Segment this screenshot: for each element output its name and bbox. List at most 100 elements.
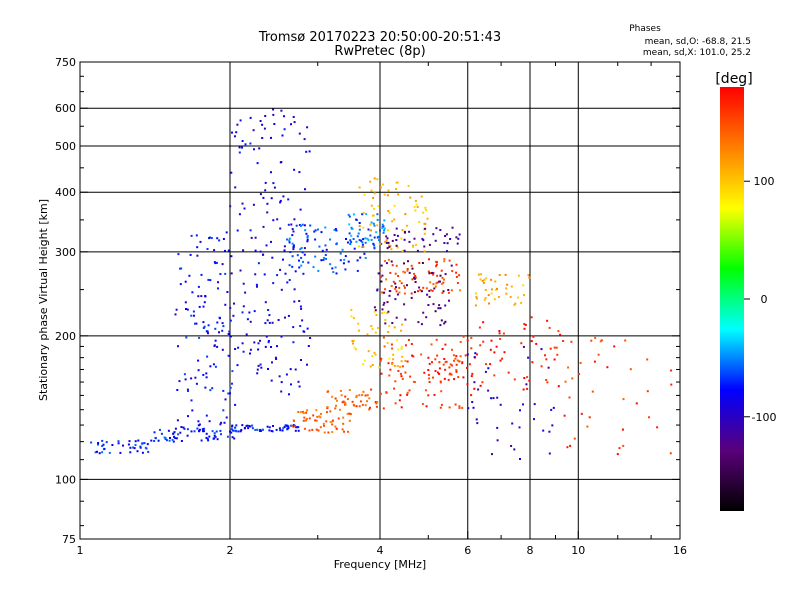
data-point	[237, 430, 240, 433]
data-point	[141, 442, 144, 445]
data-point	[546, 319, 549, 322]
data-point	[403, 284, 406, 287]
data-point	[317, 228, 319, 231]
data-point	[168, 439, 171, 442]
data-point	[323, 424, 325, 427]
data-point	[401, 378, 404, 380]
data-point	[428, 243, 431, 246]
data-point	[487, 294, 490, 297]
data-point	[249, 320, 252, 323]
data-point	[174, 313, 177, 316]
data-point	[331, 423, 334, 426]
data-point	[217, 281, 219, 284]
data-point	[478, 326, 481, 329]
data-point	[207, 278, 210, 281]
data-point	[548, 430, 551, 433]
data-point	[400, 360, 403, 363]
data-point	[264, 189, 267, 192]
data-point	[270, 171, 272, 174]
data-point	[306, 409, 309, 412]
data-point	[374, 353, 377, 356]
data-point	[287, 223, 290, 226]
data-point	[369, 406, 371, 409]
data-point	[207, 324, 210, 327]
data-point	[519, 409, 521, 412]
data-point	[183, 373, 186, 376]
data-point	[335, 404, 337, 407]
data-point	[410, 343, 413, 345]
data-point	[235, 430, 238, 433]
data-point	[420, 323, 423, 326]
data-point	[160, 432, 163, 435]
data-point	[202, 321, 205, 324]
y-axis-label: Stationary phase Virtual Height [km]	[37, 199, 50, 401]
data-point	[331, 419, 334, 422]
data-point	[362, 211, 365, 214]
data-point	[409, 375, 412, 378]
data-point	[242, 350, 245, 353]
data-point	[327, 431, 330, 434]
data-point	[400, 348, 403, 351]
data-point	[98, 452, 101, 455]
data-point	[238, 146, 241, 149]
data-point	[283, 426, 286, 428]
data-point	[468, 363, 471, 366]
data-point	[505, 292, 508, 295]
data-point	[451, 348, 453, 351]
data-point	[248, 311, 251, 314]
data-point	[176, 389, 179, 391]
data-point	[393, 234, 396, 236]
data-point	[482, 340, 485, 343]
data-point	[294, 270, 297, 273]
data-point	[388, 245, 391, 248]
data-point	[484, 289, 487, 291]
data-point	[635, 402, 638, 405]
data-point	[348, 215, 351, 218]
data-point	[315, 409, 318, 412]
data-point	[455, 363, 458, 366]
data-point	[280, 381, 283, 384]
data-point	[297, 411, 300, 413]
data-point	[298, 385, 301, 388]
data-point	[262, 196, 265, 199]
data-point	[262, 253, 265, 256]
data-point	[540, 348, 543, 351]
data-point	[370, 388, 373, 391]
data-point	[213, 261, 216, 264]
data-point	[413, 291, 416, 294]
data-point	[273, 186, 276, 189]
data-point	[498, 332, 501, 335]
data-point	[334, 425, 337, 428]
data-point	[191, 409, 194, 412]
data-point	[470, 375, 473, 378]
data-point	[406, 284, 408, 287]
data-point	[146, 443, 149, 446]
data-point	[197, 285, 200, 288]
data-point	[194, 376, 197, 379]
data-point	[308, 150, 311, 153]
data-point	[428, 272, 431, 275]
data-point	[566, 446, 569, 449]
data-point	[259, 363, 262, 366]
data-point	[111, 444, 114, 446]
data-point	[407, 184, 410, 187]
data-point	[216, 321, 219, 324]
data-point	[101, 439, 104, 442]
data-point	[224, 398, 227, 401]
data-point	[324, 226, 327, 229]
data-point	[101, 445, 104, 447]
data-point	[302, 330, 305, 333]
data-point	[245, 333, 248, 336]
data-point	[459, 289, 462, 292]
data-point	[249, 425, 252, 428]
data-point	[306, 126, 309, 129]
data-point	[430, 289, 433, 292]
data-point	[364, 394, 367, 397]
data-point	[186, 428, 189, 431]
data-point	[300, 256, 303, 259]
data-point	[656, 426, 659, 429]
data-point	[267, 368, 269, 370]
data-point	[484, 370, 487, 373]
data-point	[305, 232, 308, 235]
data-point	[386, 312, 389, 315]
